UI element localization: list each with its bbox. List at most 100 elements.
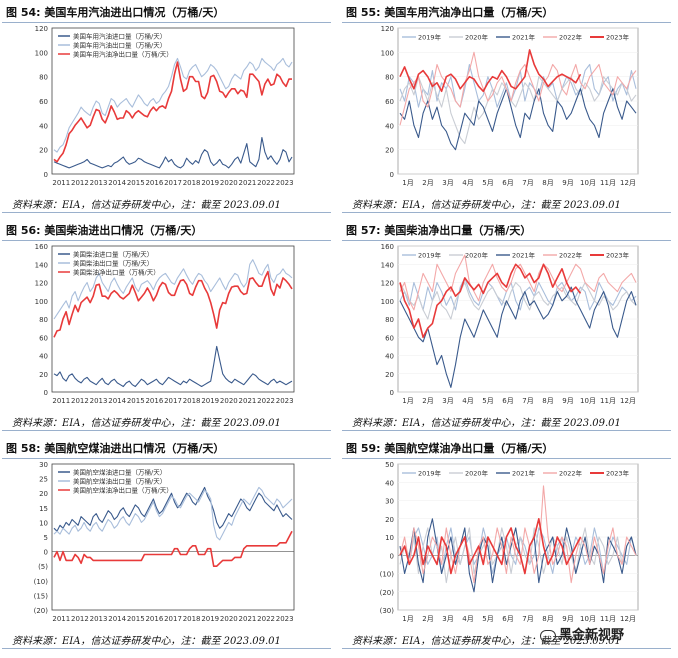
y-tick-label: 40: [39, 353, 48, 361]
y-tick-label: 5: [44, 534, 48, 542]
y-tick-label: 0: [390, 389, 394, 397]
source-note: 资料来源：EIA，信达证券研发中心，注：截至 2023.09.01: [352, 200, 621, 211]
x-tick-label: 6月: [502, 179, 513, 187]
y-tick-label: 40: [385, 122, 394, 130]
divider: [2, 240, 331, 241]
x-tick-label: 1月: [402, 397, 413, 405]
x-tick-label: 2011: [52, 397, 70, 405]
y-tick-label: (20): [34, 607, 49, 615]
y-tick-label: 30: [39, 461, 48, 469]
y-tick-label: 60: [385, 334, 394, 342]
legend-label: 2019年: [418, 251, 442, 260]
x-tick-label: 2022: [257, 397, 275, 405]
y-tick-label: 80: [39, 74, 48, 82]
y-tick-label: 25: [39, 476, 48, 484]
chart-title: 图 57: 美国柴油净出口量（万桶/天）: [346, 224, 532, 237]
y-tick-label: 15: [39, 505, 48, 513]
series-line-2: [399, 286, 637, 388]
chart-title: 图 56: 美国柴油进出口情况（万桶/天）: [6, 224, 203, 237]
series-line-2: [399, 88, 637, 151]
x-tick-label: 8月: [542, 397, 553, 405]
x-tick-label: 2月: [422, 179, 433, 187]
chart-panel-59: 图 59: 美国航空煤油净出口量（万桶/天） 资料来源：EIA，信达证券研发中心，…: [340, 436, 673, 654]
y-tick-label: 80: [385, 74, 394, 82]
y-tick-label: 20: [39, 490, 48, 498]
divider: [342, 648, 671, 649]
x-tick-label: 2012: [71, 397, 89, 405]
y-tick-label: 120: [381, 25, 394, 33]
x-tick-label: 12月: [620, 179, 636, 187]
legend-label: 2020年: [465, 469, 489, 478]
x-tick-label: 9月: [562, 397, 573, 405]
x-tick-label: 2020: [220, 397, 238, 405]
x-tick-label: 2022: [257, 615, 275, 623]
series-line-2: [53, 270, 293, 338]
chart-title: 图 54: 美国车用汽油进出口情况（万桶/天）: [6, 6, 225, 19]
source-note: 资料来源：EIA，信达证券研发中心，注：截至 2023.09.01: [352, 418, 621, 429]
x-tick-label: 2021: [239, 397, 257, 405]
legend-label: 2023年: [606, 33, 630, 42]
y-tick-label: (20): [380, 589, 395, 597]
y-tick-label: 40: [39, 122, 48, 130]
x-tick-label: 8月: [542, 179, 553, 187]
x-tick-label: 10月: [580, 179, 596, 187]
y-tick-label: 10: [39, 519, 48, 527]
y-tick-label: (30): [380, 607, 395, 615]
y-tick-label: 40: [385, 479, 394, 487]
chart-panel-58: 图 58: 美国航空煤油进出口情况（万桶/天） 资料来源：EIA，信达证券研发中心…: [0, 436, 333, 654]
y-tick-label: 20: [385, 147, 394, 155]
x-tick-label: 2011: [52, 179, 70, 187]
y-tick-label: 80: [385, 316, 394, 324]
y-tick-label: 20: [39, 147, 48, 155]
legend-label: 2022年: [559, 251, 583, 260]
chart-title: 图 55: 美国车用汽油净出口量（万桶/天）: [346, 6, 554, 19]
x-tick-label: 2022: [257, 179, 275, 187]
x-tick-label: 12月: [620, 615, 636, 623]
legend-label: 2019年: [418, 33, 442, 42]
x-tick-label: 2012: [71, 615, 89, 623]
x-tick-label: 2013: [90, 179, 108, 187]
plot-frame: [51, 27, 295, 175]
x-tick-label: 2014: [108, 397, 126, 405]
x-tick-label: 9月: [562, 615, 573, 623]
x-tick-label: 2016: [145, 615, 163, 623]
y-tick-label: 0: [44, 389, 48, 397]
y-tick-label: 120: [35, 280, 48, 288]
legend-label: 2020年: [465, 33, 489, 42]
x-tick-label: 2019: [201, 397, 219, 405]
y-tick-label: 140: [381, 261, 394, 269]
y-tick-label: 20: [39, 371, 48, 379]
x-tick-label: 7月: [522, 179, 533, 187]
x-tick-label: 11月: [600, 615, 616, 623]
divider: [2, 458, 331, 459]
x-tick-label: 8月: [542, 615, 553, 623]
y-tick-label: 120: [35, 25, 48, 33]
divider: [342, 430, 671, 431]
x-tick-label: 7月: [522, 615, 533, 623]
legend-label: 2021年: [512, 469, 536, 478]
source-note: 资料来源：EIA，信达证券研发中心，注：截至 2023.09.01: [352, 636, 621, 647]
series-line-2: [399, 518, 637, 593]
x-tick-label: 2013: [90, 615, 108, 623]
x-tick-label: 10月: [580, 615, 596, 623]
divider: [342, 240, 671, 241]
y-tick-label: 100: [35, 49, 48, 57]
y-tick-label: 60: [385, 98, 394, 106]
watermark-text: 黑金新视野: [559, 628, 625, 643]
legend-label: 2021年: [512, 251, 536, 260]
divider: [2, 212, 331, 213]
legend-label: 美国车用汽油进口量（万桶/天）: [73, 32, 166, 41]
x-tick-label: 4月: [462, 397, 473, 405]
x-tick-label: 2015: [127, 179, 145, 187]
x-tick-label: 2018: [183, 179, 201, 187]
chart-title: 图 59: 美国航空煤油净出口量（万桶/天）: [346, 442, 554, 455]
x-tick-label: 5月: [482, 397, 493, 405]
y-tick-label: (5): [38, 563, 48, 571]
x-tick-label: 2016: [145, 397, 163, 405]
y-tick-label: 100: [35, 298, 48, 306]
x-tick-label: 2014: [108, 179, 126, 187]
series-line-1: [53, 259, 293, 320]
y-tick-label: 0: [390, 552, 394, 560]
series-line-0: [53, 136, 293, 169]
x-tick-label: 5月: [482, 179, 493, 187]
